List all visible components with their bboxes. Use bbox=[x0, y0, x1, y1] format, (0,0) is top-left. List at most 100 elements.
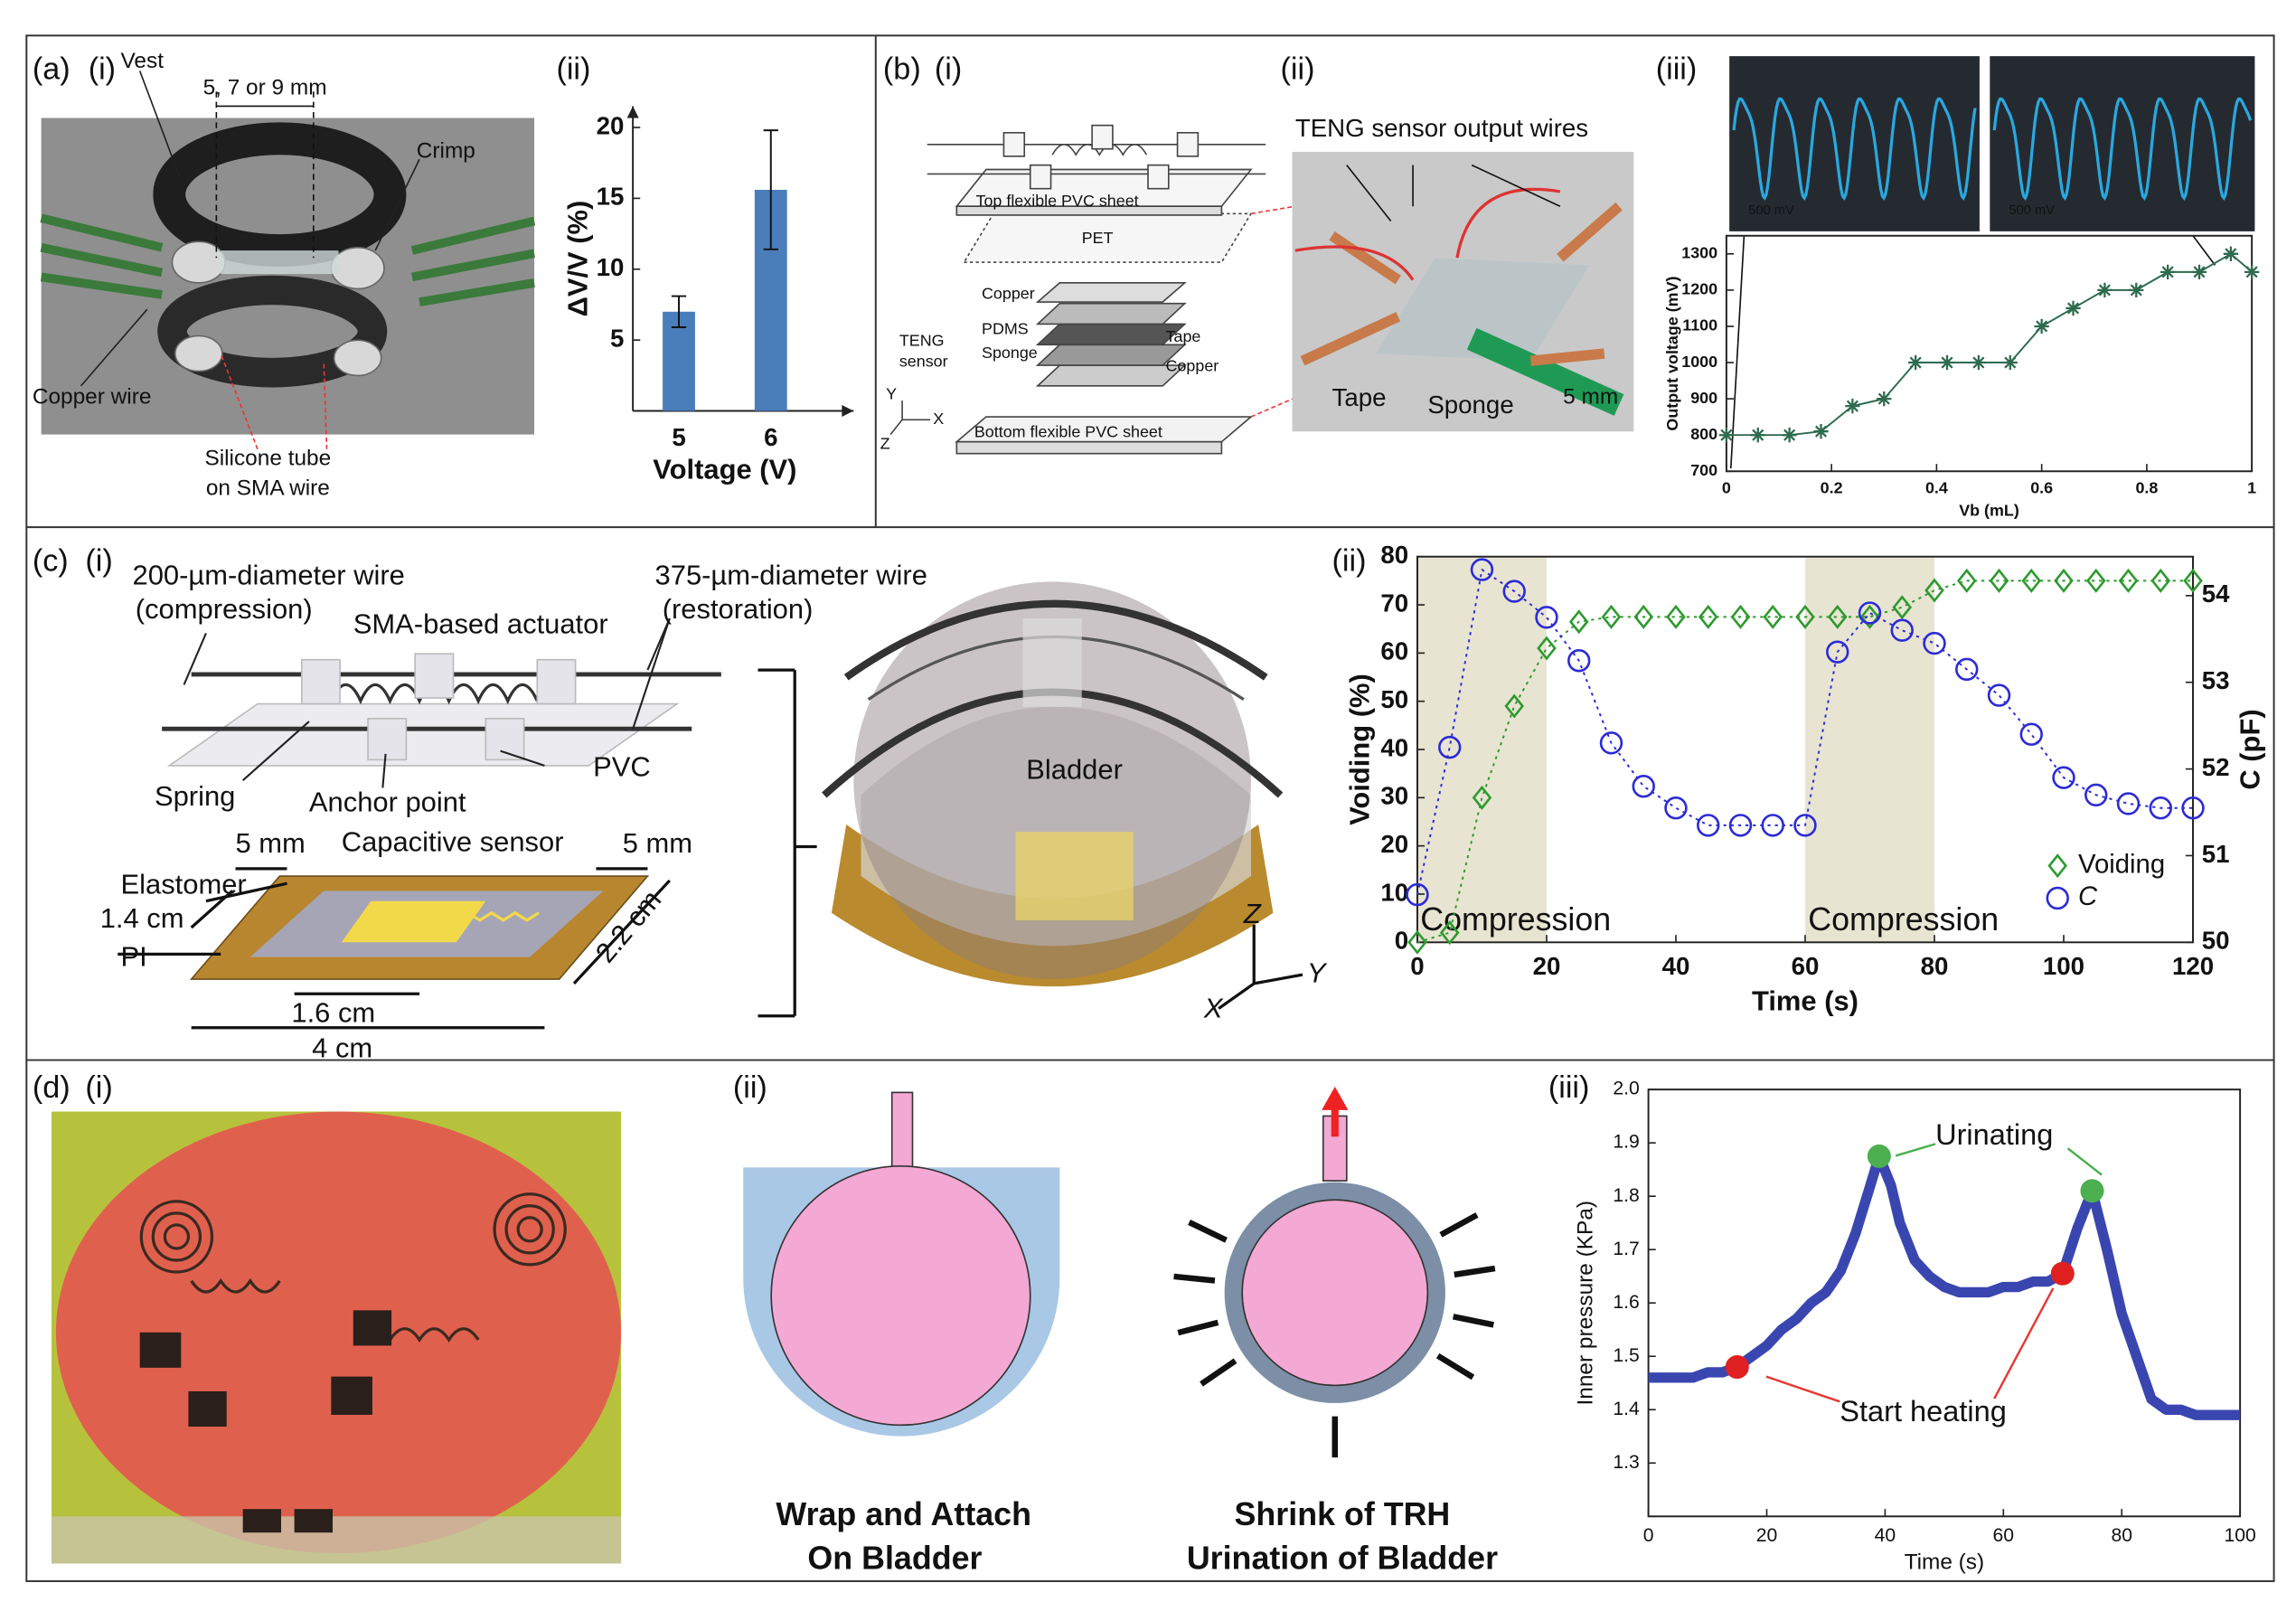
label: PET bbox=[1082, 229, 1114, 247]
x-axis-label: Vb (mL) bbox=[1959, 501, 2019, 519]
marker bbox=[1826, 640, 1849, 664]
panel-label: (d) bbox=[33, 1070, 71, 1105]
marker bbox=[1827, 604, 1848, 629]
label: On Bladder bbox=[807, 1541, 982, 1577]
label: Anchor point bbox=[309, 786, 466, 817]
y-tick-label: 1300 bbox=[1681, 244, 1717, 262]
label: Vest bbox=[121, 49, 165, 73]
label: 5 mm bbox=[623, 827, 692, 859]
marker bbox=[1750, 428, 1765, 443]
marker bbox=[2019, 722, 2043, 746]
label: 200-µm-diameter wire bbox=[133, 560, 405, 591]
marker bbox=[1793, 814, 1817, 837]
y-tick-label: 50 bbox=[1380, 685, 1408, 713]
marker bbox=[1666, 604, 1686, 629]
label: 1.4 cm bbox=[100, 902, 184, 934]
marker bbox=[1923, 631, 1946, 655]
shaded-region bbox=[1416, 556, 1547, 943]
label: 4 cm bbox=[312, 1032, 372, 1063]
annotation-arrow bbox=[1895, 1143, 1936, 1157]
marker bbox=[1633, 604, 1654, 629]
marker bbox=[1728, 814, 1753, 837]
plot-frame bbox=[1647, 1088, 2242, 1518]
marker bbox=[1535, 606, 1558, 629]
label: X bbox=[933, 410, 944, 428]
label: Y bbox=[1307, 956, 1328, 988]
label: Crimp bbox=[417, 138, 475, 163]
marker bbox=[2052, 766, 2075, 789]
marker bbox=[2097, 282, 2113, 298]
label: Elastomer bbox=[121, 869, 247, 900]
label: 1.6 cm bbox=[291, 996, 375, 1028]
shaded-region bbox=[1804, 556, 1935, 943]
panel-label: (ii) bbox=[556, 52, 590, 86]
region-label: Compression bbox=[1420, 901, 1611, 938]
y-axis-label: Voiding (%) bbox=[1343, 674, 1375, 825]
photo-actuator bbox=[40, 71, 536, 450]
x-tick-label: 100 bbox=[2043, 952, 2084, 980]
label: Tape bbox=[1332, 383, 1387, 411]
label: Copper bbox=[1166, 356, 1219, 374]
frame bbox=[25, 34, 2275, 1582]
squeeze-arrow bbox=[1439, 1212, 1479, 1238]
bar bbox=[663, 311, 695, 411]
marker bbox=[1470, 558, 1494, 581]
marker bbox=[1599, 731, 1623, 755]
label: Bottom flexible PVC sheet bbox=[974, 423, 1162, 441]
marker bbox=[1601, 604, 1622, 629]
marker bbox=[1892, 595, 1913, 620]
marker bbox=[1989, 568, 2009, 593]
diagram-teng bbox=[889, 124, 1296, 455]
label: Wrap and Attach bbox=[776, 1496, 1031, 1532]
label: PVC bbox=[593, 750, 651, 782]
marker bbox=[2034, 318, 2049, 335]
panel-label: (i) bbox=[85, 1070, 112, 1105]
y-axis-label: ΔV/V (%) bbox=[562, 201, 594, 317]
marker bbox=[1439, 920, 1460, 946]
label: Copper bbox=[982, 285, 1035, 303]
error-bar bbox=[671, 295, 687, 329]
y-axis-label: Output voltage (mV) bbox=[1663, 276, 1681, 430]
legend-label: C bbox=[2078, 881, 2098, 911]
diagram-bladder bbox=[757, 581, 1303, 1018]
marker bbox=[1730, 604, 1751, 629]
x-tick-label: 100 bbox=[2224, 1525, 2255, 1546]
marker bbox=[1407, 929, 1427, 955]
x-tick-label: 0.4 bbox=[1925, 478, 1948, 496]
label: Silicone tube bbox=[204, 447, 331, 471]
y-tick-label: 1200 bbox=[1681, 280, 1717, 298]
marker bbox=[2183, 568, 2203, 593]
marker bbox=[1504, 693, 1525, 719]
x-tick-label: 0.6 bbox=[2030, 478, 2053, 496]
marker bbox=[2150, 568, 2171, 593]
marker bbox=[1567, 649, 1591, 673]
y-tick-label: 2.0 bbox=[1613, 1079, 1639, 1099]
marker bbox=[2047, 853, 2068, 879]
marker bbox=[1632, 775, 1655, 798]
label: Y bbox=[886, 384, 897, 402]
marker bbox=[1472, 785, 1492, 810]
y-tick-label: 700 bbox=[1690, 461, 1717, 479]
y-tick-label: 1.5 bbox=[1613, 1345, 1639, 1366]
line bbox=[1416, 569, 2194, 895]
label: 5 mm bbox=[236, 827, 306, 859]
marker bbox=[1877, 391, 1892, 407]
y-tick-label: 900 bbox=[1690, 389, 1717, 407]
annotation-arrow bbox=[2066, 1147, 2103, 1176]
y2-tick-label: 51 bbox=[2202, 840, 2230, 868]
y-tick-label: 5 bbox=[610, 324, 624, 352]
marker bbox=[1956, 568, 1977, 593]
photo-bladder bbox=[51, 1111, 622, 1564]
label: sensor bbox=[899, 353, 948, 371]
marker bbox=[1908, 354, 1924, 371]
marker bbox=[2149, 796, 2172, 820]
marker bbox=[2181, 796, 2205, 820]
x-tick-label: 120 bbox=[2172, 952, 2214, 980]
inset-label: 500 mV bbox=[2009, 203, 2056, 218]
marker bbox=[2244, 264, 2260, 279]
y-tick-label: 1.9 bbox=[1613, 1132, 1639, 1153]
y-tick-label: 1000 bbox=[1681, 353, 1717, 371]
x-tick-label: 0.2 bbox=[1821, 478, 1843, 496]
y-tick-label: 80 bbox=[1380, 541, 1408, 569]
